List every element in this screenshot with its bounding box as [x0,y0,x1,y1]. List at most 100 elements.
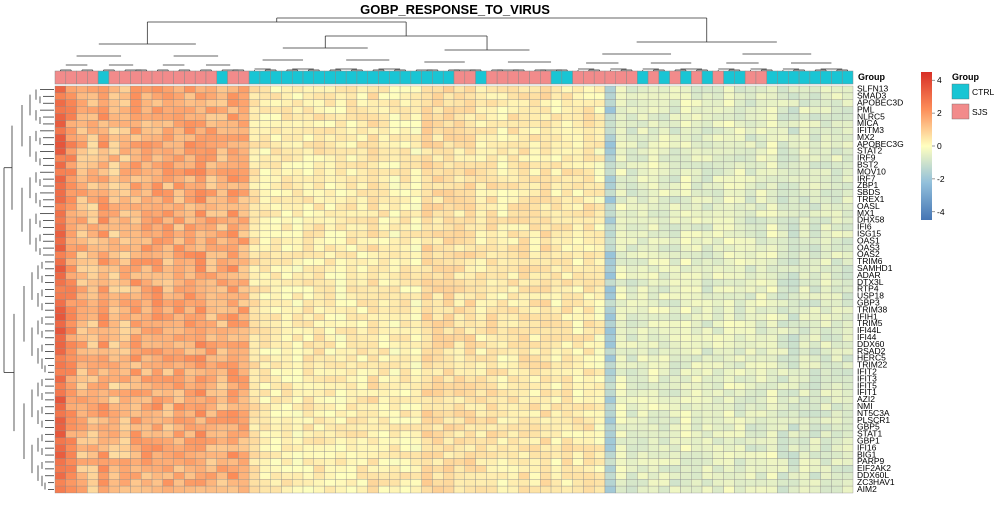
color-scale-bar [921,72,932,220]
heatmap-cell [141,161,153,169]
heatmap-cell [184,444,196,452]
heatmap-cell [788,134,800,142]
heatmap-cell [443,134,455,142]
heatmap-cell [432,313,444,321]
heatmap-cell [389,396,401,404]
heatmap-cell [691,203,703,211]
heatmap-cell [658,313,670,321]
heatmap-cell [475,410,487,418]
heatmap-cell [798,292,811,301]
heatmap-cell [356,437,368,445]
heatmap-cell [356,230,368,238]
heatmap-cell [723,237,735,245]
heatmap-cell [378,113,390,121]
heatmap-cell [583,113,595,121]
heatmap-cell [820,444,832,452]
heatmap-cell [130,389,142,397]
heatmap-cell [496,327,509,335]
heatmap-cell [443,292,455,301]
heatmap-cell [842,209,854,218]
heatmap-cell [421,299,433,307]
heatmap-cell [259,444,271,452]
heatmap-cell [87,285,99,294]
heatmap-cell [680,416,692,425]
heatmap-cell [227,272,239,280]
heatmap-cell [583,141,595,149]
heatmap-cell [540,203,552,211]
annotation-cell-sjs [690,70,703,85]
heatmap-cell [141,382,153,390]
heatmap-cell [594,451,606,459]
heatmap-cell [151,168,164,176]
heatmap-cell [345,416,358,425]
heatmap-cell [184,113,196,121]
annotation-cell-sjs [151,70,164,85]
heatmap-cell [561,396,573,404]
heatmap-cell [259,458,271,466]
heatmap-cell [561,306,573,314]
heatmap-cell [669,458,681,466]
heatmap-cell [755,223,767,232]
heatmap-cell [54,99,66,107]
heatmap-cell [356,347,368,356]
heatmap-cell [151,175,164,183]
heatmap-cell [680,485,692,494]
heatmap-cell [421,403,433,411]
heatmap-cell [475,230,487,238]
heatmap-cell [162,382,174,390]
heatmap-cell [583,334,595,342]
heatmap-cell [399,265,412,273]
heatmap-cell [356,203,368,211]
heatmap-cell [443,354,455,363]
heatmap-cell [680,168,692,176]
heatmap-cell [130,320,142,328]
heatmap-cell [464,416,476,425]
heatmap-cell [378,141,390,149]
heatmap-cell [529,203,541,211]
heatmap-cell [270,223,282,232]
heatmap-cell [766,479,778,487]
heatmap-cell [831,99,843,107]
heatmap-cell [238,347,250,356]
heatmap-cell [227,127,239,135]
heatmap-cell [173,265,185,273]
heatmap-cell [615,334,627,342]
heatmap-cell [173,458,185,466]
heatmap-cell [421,451,433,459]
heatmap-cell [755,403,767,411]
heatmap-cell [820,251,832,259]
heatmap-cell [475,85,487,94]
heatmap-cell [399,278,412,287]
heatmap-cell [367,375,379,383]
heatmap-cell [399,244,412,252]
heatmap-cell [270,134,282,142]
heatmap-cell [507,203,519,211]
heatmap-cell [788,230,800,238]
heatmap-cell [755,306,767,314]
heatmap-cell [831,209,843,218]
heatmap-cell [744,423,757,432]
heatmap-cell [65,154,77,163]
gene-label: NT5C3A [857,408,890,418]
heatmap-cell [637,444,649,452]
heatmap-cell [496,485,509,494]
heatmap-cell [712,396,724,404]
heatmap-cell [367,451,379,459]
heatmap-cell [248,120,261,128]
heatmap-cell [292,85,304,94]
heatmap-cell [572,341,584,349]
heatmap-cell [248,175,261,183]
heatmap-cell [604,437,616,445]
heatmap-cell [292,416,304,425]
heatmap-cell [54,465,66,473]
heatmap-cell [421,182,433,190]
heatmap-cell [734,347,746,356]
heatmap-cell [141,175,153,183]
heatmap-cell [184,223,196,232]
heatmap-cell [313,299,325,307]
heatmap-cell [604,265,616,273]
heatmap-cell [205,285,217,294]
heatmap-cell [270,382,282,390]
heatmap-cell [550,251,563,259]
heatmap-cell [723,465,735,473]
